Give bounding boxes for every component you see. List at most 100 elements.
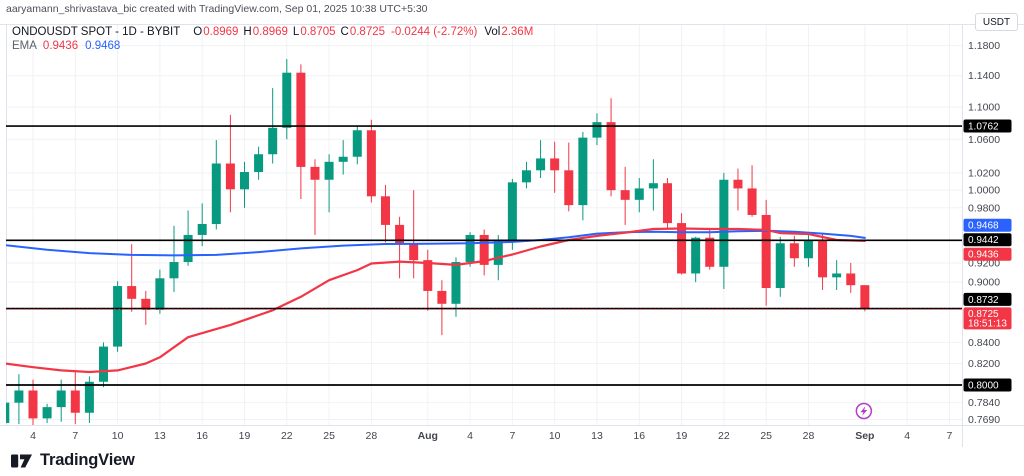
- time-label: 22: [281, 430, 293, 442]
- candle-body: [268, 127, 278, 155]
- candle-body: [14, 390, 24, 403]
- price-badge-rect: [963, 218, 1012, 232]
- ema-label[interactable]: EMA: [12, 40, 37, 52]
- time-label: 16: [633, 430, 645, 442]
- candle-body: [775, 243, 785, 289]
- attribution-text: aaryamann_shrivastava_bic created with T…: [6, 3, 428, 15]
- candle-body: [648, 183, 658, 189]
- candle-body: [6, 402, 10, 423]
- candle: [620, 166, 630, 225]
- candle: [705, 229, 715, 270]
- price-badge-value: 0.9436: [968, 250, 999, 261]
- candle: [310, 159, 320, 235]
- price-badge: 0.9436: [963, 247, 1012, 261]
- candle: [380, 184, 390, 243]
- event-marker[interactable]: [855, 402, 873, 420]
- price-axis: 1.1800 1.1400 1.1000 1.0600 1.0200 1.0000 0.98…: [968, 40, 1000, 426]
- candle-body: [521, 170, 531, 183]
- overlays-layer: [6, 227, 866, 374]
- candle-body: [803, 240, 813, 259]
- time-label: 10: [549, 430, 561, 442]
- candle-body: [310, 166, 320, 180]
- candle-body: [479, 234, 489, 265]
- candle: [42, 403, 52, 423]
- candle: [648, 159, 658, 211]
- candle: [324, 154, 334, 213]
- candle: [98, 342, 108, 388]
- ema-blue-value: 0.9468: [85, 40, 121, 52]
- candle-body: [254, 154, 264, 173]
- lightning-icon: [860, 406, 868, 416]
- candle: [733, 168, 743, 211]
- time-label: 19: [676, 430, 688, 442]
- price-label: 0.7840: [968, 397, 1000, 409]
- candle-body: [747, 188, 757, 215]
- candle: [479, 229, 489, 276]
- candle: [437, 280, 447, 336]
- close-value: 0.8725: [349, 26, 386, 38]
- grid-layer: [6, 24, 962, 425]
- candle-body: [620, 190, 630, 200]
- ema-line: [6, 229, 866, 257]
- open-label: O: [193, 26, 203, 38]
- time-label: 10: [112, 430, 124, 442]
- time-label: 4: [904, 430, 910, 442]
- price-badge-value: 0.9442: [968, 235, 999, 246]
- candle: [818, 233, 828, 290]
- candle-body: [324, 161, 334, 180]
- candle: [634, 178, 644, 213]
- price-label: 1.0600: [968, 134, 1000, 146]
- ema-line: [6, 227, 866, 374]
- candle-body: [860, 285, 870, 310]
- candle-body: [42, 407, 52, 419]
- candle-body: [380, 196, 390, 225]
- candle-body: [691, 237, 701, 274]
- candle-body: [437, 290, 447, 304]
- low-value: 0.8705: [300, 26, 336, 38]
- candle-body: [28, 390, 38, 419]
- ema-red-value: 0.9436: [42, 40, 79, 52]
- price-badge-value: 0.8725: [968, 309, 999, 320]
- candle-body: [338, 156, 348, 162]
- candle-body: [98, 346, 108, 382]
- candle: [536, 140, 546, 179]
- price-badge-value: 0.8000: [968, 381, 999, 392]
- candle-body: [493, 240, 503, 265]
- candle-body: [550, 158, 560, 171]
- price-badge-rect: [963, 119, 1012, 133]
- tradingview-logo[interactable]: TradingView: [10, 449, 135, 472]
- price-badge-value: 1.0762: [968, 122, 999, 133]
- price-label: 1.0000: [968, 185, 1000, 197]
- high-value: 0.8969: [252, 26, 288, 38]
- countdown-timer: 18:51:13: [968, 318, 1007, 329]
- candle-body: [451, 262, 461, 304]
- price-badge-rect: [963, 292, 1012, 306]
- candle: [747, 165, 757, 217]
- candle: [451, 257, 461, 317]
- candle: [282, 59, 292, 140]
- candle: [507, 178, 517, 250]
- currency-selector[interactable]: USDT: [975, 13, 1018, 31]
- candle-body: [761, 214, 771, 289]
- candle: [578, 131, 588, 221]
- candle: [564, 142, 574, 212]
- symbol-title[interactable]: ONDOUSDT SPOT - 1D - BYBIT: [12, 26, 181, 38]
- candle-body: [56, 390, 66, 408]
- candle-body: [296, 72, 306, 167]
- candle-body: [662, 183, 672, 224]
- candle-body: [395, 224, 405, 245]
- price-label: 0.7690: [968, 414, 1000, 426]
- time-label: 7: [509, 430, 515, 442]
- candle: [606, 98, 616, 197]
- candle: [6, 402, 10, 423]
- candle: [113, 281, 123, 352]
- price-badge-rect: [963, 378, 1012, 392]
- time-label: 22: [718, 430, 730, 442]
- candle: [338, 140, 348, 175]
- candle-body: [465, 234, 475, 263]
- time-label: Aug: [418, 430, 438, 442]
- candle: [296, 64, 306, 199]
- candle: [423, 249, 433, 311]
- price-label: 0.8400: [968, 337, 1000, 349]
